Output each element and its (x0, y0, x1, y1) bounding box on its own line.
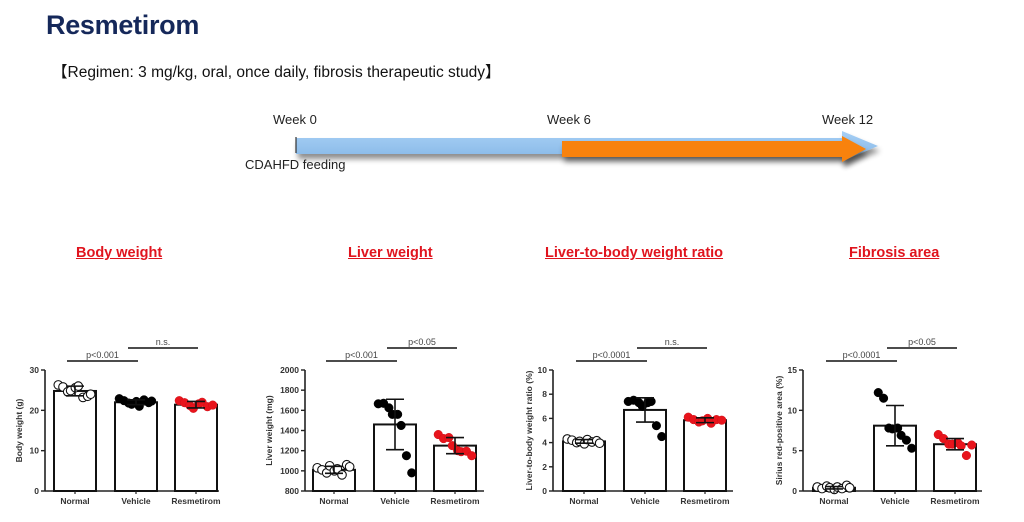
data-point-resmetirom (717, 415, 727, 425)
y-tick-label: 10 (538, 365, 548, 375)
y-axis-label: Body weight (g) (14, 398, 24, 462)
y-tick-label: 30 (30, 365, 40, 375)
x-tick-label: Vehicle (121, 496, 151, 506)
x-tick-label: Normal (60, 496, 89, 506)
x-tick-label: Vehicle (630, 496, 660, 506)
timeline-feeding-label: CDAHFD feeding (245, 157, 346, 172)
y-tick-label: 1600 (280, 405, 299, 415)
y-tick-label: 0 (792, 486, 797, 496)
y-tick-label: 4 (542, 438, 547, 448)
y-tick-label: 0 (542, 486, 547, 496)
treatment-arrow (562, 136, 866, 162)
bar-resmetirom (174, 403, 218, 493)
x-tick-label: Resmetirom (171, 496, 221, 506)
y-tick-label: 20 (30, 405, 40, 415)
data-point-resmetirom (961, 450, 971, 461)
data-point-vehicle (907, 443, 917, 453)
significance-label: n.s. (156, 337, 171, 347)
bar-resmetirom (683, 419, 727, 492)
section-title-liver-weight: Liver weight (348, 245, 433, 261)
y-tick-label: 10 (788, 405, 798, 415)
timeline-label-week0: Week 0 (273, 112, 317, 127)
significance-label: p<0.0001 (843, 350, 881, 360)
data-point-vehicle (147, 396, 157, 406)
y-axis-label: Liver weight (mg) (264, 395, 274, 466)
y-tick-label: 1800 (280, 385, 299, 395)
significance-label: p<0.05 (408, 337, 436, 347)
regimen-description: 【Regimen: 3 mg/kg, oral, once daily, fib… (52, 64, 501, 81)
study-timeline (295, 131, 878, 162)
data-point-vehicle (901, 435, 911, 445)
significance-label: n.s. (665, 337, 680, 347)
data-point-resmetirom (956, 441, 966, 451)
section-title-body-weight: Body weight (76, 245, 163, 261)
data-point-vehicle (407, 468, 417, 478)
y-tick-label: 5 (792, 446, 797, 456)
y-tick-label: 8 (542, 389, 547, 399)
significance-label: p<0.001 (345, 350, 378, 360)
bar-resmetirom (933, 443, 977, 493)
section-title-fibrosis-area: Fibrosis area (849, 245, 940, 261)
data-point-resmetirom (208, 400, 218, 410)
y-axis-label: Sirius red-positive area (%) (774, 376, 784, 486)
x-tick-label: Resmetirom (680, 496, 730, 506)
y-tick-label: 2 (542, 462, 547, 472)
data-point-normal (337, 470, 347, 480)
y-axis-label: Liver-to-body weight ratio (%) (524, 370, 534, 490)
data-point-vehicle (879, 393, 889, 403)
timeline-label-week6: Week 6 (547, 112, 591, 127)
data-point-normal (344, 461, 355, 472)
data-point-resmetirom (967, 440, 977, 450)
y-tick-label: 800 (285, 486, 299, 496)
bar-vehicle (114, 401, 158, 492)
timeline-label-week12: Week 12 (822, 112, 874, 127)
bar-normal (53, 389, 97, 492)
x-tick-label: Resmetirom (430, 496, 480, 506)
y-tick-label: 1400 (280, 426, 299, 436)
bar-normal (562, 440, 606, 493)
data-point-normal (85, 389, 96, 400)
y-tick-label: 1000 (280, 466, 299, 476)
data-point-vehicle (873, 388, 883, 398)
page-title: Resmetirom (46, 10, 200, 40)
x-tick-label: Resmetirom (930, 496, 980, 506)
y-tick-label: 0 (34, 486, 39, 496)
x-tick-label: Normal (819, 496, 848, 506)
x-tick-label: Normal (319, 496, 348, 506)
data-point-normal (844, 482, 855, 493)
x-tick-label: Vehicle (880, 496, 910, 506)
data-point-vehicle (657, 432, 667, 442)
y-tick-label: 15 (788, 365, 798, 375)
x-tick-label: Normal (569, 496, 598, 506)
significance-label: p<0.001 (86, 350, 119, 360)
x-tick-label: Vehicle (380, 496, 410, 506)
y-tick-label: 10 (30, 446, 40, 456)
data-point-normal (594, 438, 605, 449)
data-point-resmetirom (467, 451, 477, 461)
bar-vehicle (623, 408, 667, 492)
y-tick-label: 1200 (280, 446, 299, 456)
data-point-vehicle (396, 420, 406, 431)
y-tick-label: 2000 (280, 365, 299, 375)
significance-label: p<0.05 (908, 337, 936, 347)
section-title-liver-body-ratio: Liver-to-body weight ratio (545, 245, 724, 261)
data-point-vehicle (401, 451, 411, 461)
y-tick-label: 6 (542, 413, 547, 423)
data-point-vehicle (651, 421, 661, 431)
significance-label: p<0.0001 (593, 350, 631, 360)
